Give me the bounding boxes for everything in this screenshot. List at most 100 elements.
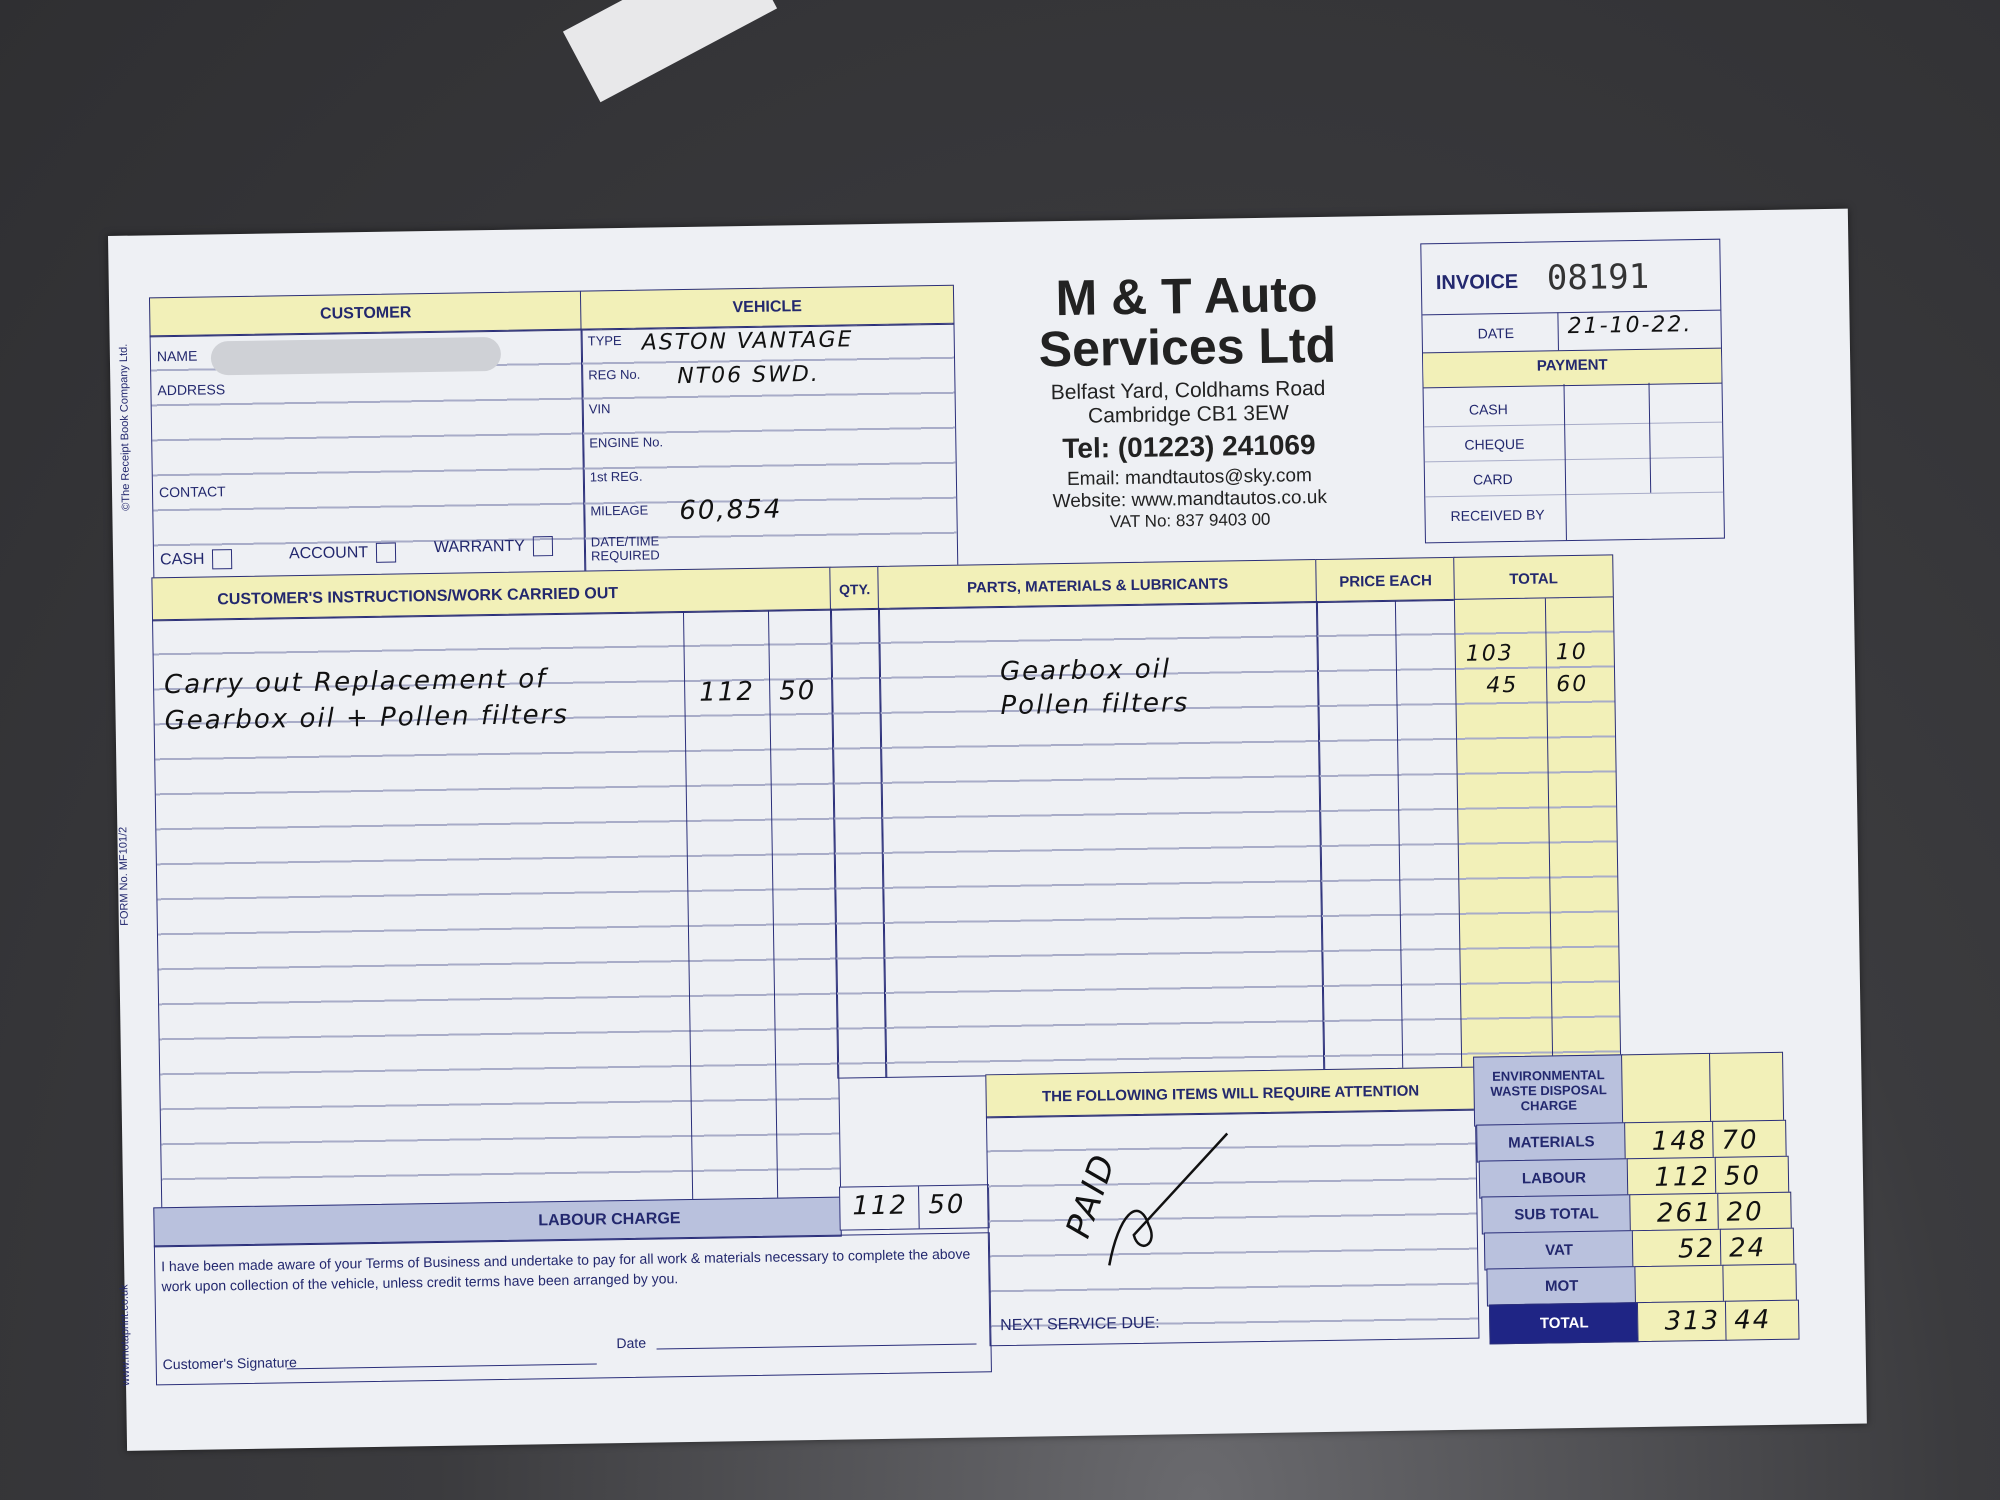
totals-pounds: 261 — [1656, 1197, 1713, 1229]
total-column: 103 10 45 60 — [1453, 596, 1622, 1069]
part-1-desc: Gearbox oil — [999, 654, 1172, 688]
company-name-2: Services Ltd — [1038, 316, 1337, 378]
totals-pence-cell — [1709, 1051, 1785, 1123]
invoice-form: ©The Receipt Book Company Ltd. FORM No. … — [108, 208, 1867, 1451]
paper-corner — [562, 0, 778, 103]
totals-label-cell: MATERIALS — [1476, 1122, 1627, 1163]
totals-pence: 20 — [1726, 1197, 1764, 1228]
totals-pounds: 313 — [1664, 1305, 1721, 1337]
totals-pounds-cell: 112 — [1626, 1156, 1718, 1197]
address-label: ADDRESS — [157, 381, 226, 399]
company-name: M & T Auto — [1055, 266, 1318, 327]
part-1-pounds: 103 — [1465, 640, 1514, 667]
invoice-number: 08191 — [1546, 256, 1650, 299]
signature-date-line[interactable] — [656, 1343, 977, 1350]
totals-pence-cell — [1722, 1263, 1797, 1303]
labour-charge-values: 112 50 — [839, 1184, 990, 1231]
labour-charge-pence: 50 — [928, 1189, 966, 1221]
part-2-pence: 60 — [1556, 671, 1589, 698]
contact-label: CONTACT — [158, 483, 226, 501]
price-each-header: PRICE EACH — [1315, 556, 1456, 604]
redacted-name — [210, 336, 502, 376]
company-block: M & T Auto Services Ltd Belfast Yard, Co… — [954, 255, 1424, 562]
received-by-label: RECEIVED BY — [1450, 506, 1545, 524]
account-checkbox[interactable] — [375, 542, 397, 563]
reg-value: NT06 SWD. — [677, 361, 821, 390]
totals-label-cell: LABOUR — [1478, 1158, 1630, 1199]
totals-label: VAT — [1545, 1241, 1574, 1260]
totals-label-cell: TOTAL — [1488, 1302, 1640, 1345]
customer-section: NAME ADDRESS CONTACT CASH ACCOUNT WARRAN… — [149, 328, 587, 580]
part-2-desc: Pollen filters — [1000, 688, 1190, 722]
totals-pounds: 112 — [1654, 1161, 1711, 1193]
totals-label-cell: MOT — [1486, 1266, 1637, 1307]
total-header: TOTAL — [1453, 554, 1614, 601]
mileage-value: 60,854 — [679, 494, 783, 527]
date-required-label: DATE/TIME REQUIRED — [590, 533, 660, 564]
price-each-column — [1315, 598, 1464, 1072]
copyright-text: ©The Receipt Book Company Ltd. — [117, 343, 133, 511]
name-label: NAME — [156, 347, 198, 365]
totals-label: MOT — [1544, 1277, 1579, 1296]
mileage-label: MILEAGE — [590, 502, 649, 519]
totals-label: MATERIALS — [1508, 1133, 1595, 1152]
totals-pence: 44 — [1734, 1305, 1772, 1336]
totals-row: ENVIRONMENTAL WASTE DISPOSAL CHARGE — [1473, 1051, 1785, 1127]
signature-label: Customer's Signature — [162, 1354, 298, 1373]
attention-lines: PAID NEXT SERVICE DUE: — [985, 1108, 1480, 1347]
part-1-pence: 10 — [1555, 639, 1588, 666]
cash-checkbox[interactable] — [212, 549, 233, 570]
totals-pounds: 148 — [1651, 1125, 1708, 1157]
account-option[interactable]: ACCOUNT — [289, 542, 397, 565]
vehicle-section: TYPE ASTON VANTAGE REG No. NT06 SWD. VIN… — [580, 322, 959, 573]
totals-pence: 50 — [1723, 1161, 1762, 1192]
type-value: ASTON VANTAGE — [641, 327, 854, 356]
invoice-panel: INVOICE 08191 DATE 21-10-22. PAYMENT CAS… — [1420, 238, 1725, 544]
payment-cheque: CHEQUE — [1464, 435, 1525, 453]
totals-pounds: 52 — [1677, 1233, 1716, 1265]
cash-option[interactable]: CASH — [160, 549, 233, 570]
totals-pence-cell: 20 — [1717, 1191, 1792, 1231]
labour-charge-pounds: 112 — [852, 1190, 909, 1222]
totals-pence-cell: 70 — [1712, 1119, 1787, 1159]
labour-charge-label: LABOUR CHARGE — [538, 1210, 681, 1230]
totals-pence-cell: 24 — [1719, 1227, 1795, 1267]
date-label: DATE — [1477, 324, 1515, 342]
work-line-1: Carry out Replacement of — [163, 664, 548, 701]
warranty-checkbox[interactable] — [532, 536, 554, 557]
printer-text: www.motaprint.co.uk — [118, 1284, 133, 1386]
work-pence: 50 — [779, 675, 817, 707]
work-pounds: 112 — [699, 676, 756, 708]
totals-label: TOTAL — [1539, 1314, 1589, 1333]
work-line-2: Gearbox oil + Pollen filters — [164, 699, 570, 737]
signature-scribble — [1108, 1132, 1229, 1266]
totals-pence: 24 — [1728, 1233, 1767, 1264]
engine-label: ENGINE No. — [589, 434, 664, 451]
invoice-date: 21-10-22. — [1567, 312, 1693, 340]
totals-label-cell: ENVIRONMENTAL WASTE DISPOSAL CHARGE — [1473, 1054, 1625, 1127]
totals-label: SUB TOTAL — [1514, 1205, 1599, 1224]
first-reg-label: 1st REG. — [589, 468, 643, 485]
totals-pounds-cell: 261 — [1629, 1192, 1720, 1233]
totals-label: ENVIRONMENTAL WASTE DISPOSAL CHARGE — [1490, 1067, 1607, 1114]
totals-pounds-cell: 148 — [1624, 1120, 1715, 1161]
totals-pounds-cell: 313 — [1636, 1300, 1728, 1343]
terms-section: I have been made aware of your Terms of … — [153, 1232, 992, 1386]
parts-lines: Gearbox oil Pollen filters — [877, 601, 1326, 1078]
totals-label: LABOUR — [1521, 1169, 1587, 1188]
payment-card: CARD — [1472, 470, 1513, 488]
totals-pence-cell: 50 — [1714, 1155, 1790, 1195]
company-tel: Tel: (01223) 241069 — [1062, 429, 1316, 465]
terms-text: I have been made aware of your Terms of … — [161, 1245, 971, 1295]
next-service-label: NEXT SERVICE DUE: — [1000, 1314, 1160, 1335]
totals-label-cell: VAT — [1483, 1230, 1635, 1271]
totals-label-cell: SUB TOTAL — [1481, 1194, 1632, 1235]
signature-line[interactable] — [286, 1363, 597, 1370]
type-label: TYPE — [587, 332, 622, 349]
form-number: FORM No. MF101/2 — [117, 826, 131, 926]
payment-header: PAYMENT — [1536, 356, 1608, 375]
totals-pounds-cell — [1621, 1052, 1713, 1125]
warranty-option[interactable]: WARRANTY — [434, 536, 554, 558]
reg-label: REG No. — [588, 366, 641, 383]
invoice-label: INVOICE — [1435, 270, 1519, 295]
